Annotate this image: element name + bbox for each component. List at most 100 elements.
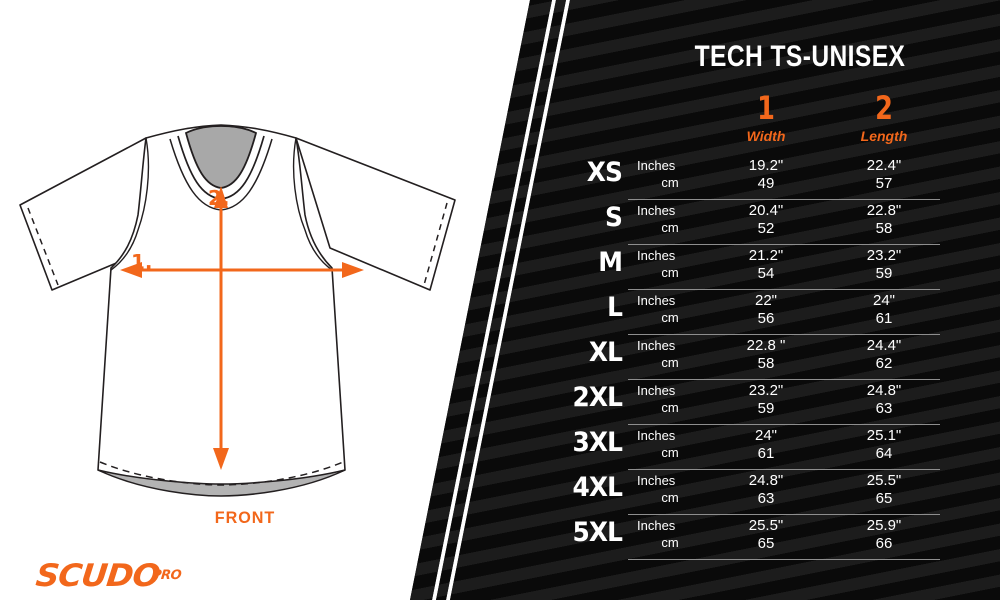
unit-cm-label: cm — [661, 490, 679, 505]
width-cm-value: 63 — [757, 490, 775, 507]
unit-inches-label: Inches — [637, 428, 676, 443]
width-inches-value: 19.2" — [748, 157, 784, 174]
length-inches-value: 25.5" — [866, 472, 902, 489]
width-inches-value: 24.8" — [748, 472, 784, 489]
unit-inches-label: Inches — [637, 158, 676, 173]
length-inches-value: 22.8" — [866, 202, 902, 219]
width-inches-value: 24" — [754, 427, 777, 444]
column-caption-width: Width — [746, 128, 786, 144]
table-row: XL Inches cm 22.8 " 58 24.4" 62 — [540, 335, 940, 380]
row-separator — [628, 199, 940, 200]
row-separator — [628, 469, 940, 470]
width-inches-value: 22" — [754, 292, 777, 309]
size-table: XS Inches cm 19.2" 49 22.4" 57 S Inches cm 20.4" 52… — [540, 155, 940, 560]
unit-cm-label: cm — [661, 265, 679, 280]
dimension-1-label: 1. — [131, 250, 153, 274]
width-cm-value: 61 — [757, 445, 775, 462]
length-inches-value: 23.2" — [866, 247, 902, 264]
table-row: XS Inches cm 19.2" 49 22.4" 57 — [540, 155, 940, 200]
length-inches-value: 22.4" — [866, 157, 902, 174]
size-label: 4XL — [572, 472, 622, 503]
length-arrow — [213, 186, 229, 470]
unit-inches-label: Inches — [637, 383, 676, 398]
row-separator — [628, 244, 940, 245]
length-cm-value: 61 — [875, 310, 893, 327]
front-view-label: FRONT — [214, 508, 276, 527]
size-label: S — [605, 202, 623, 233]
table-row: S Inches cm 20.4" 52 22.8" 58 — [540, 200, 940, 245]
raglan-seam-left — [110, 137, 150, 271]
unit-inches-label: Inches — [637, 473, 676, 488]
width-cm-value: 65 — [757, 535, 775, 552]
shirt-diagram: 1. 2. FRONT — [19, 124, 456, 527]
row-separator — [628, 424, 940, 425]
table-row: 5XL Inches cm 25.5" 65 25.9" 66 — [540, 515, 940, 560]
length-cm-value: 62 — [875, 355, 893, 372]
brand-logo: SCUDOPRO — [34, 558, 183, 594]
width-cm-value: 59 — [757, 400, 775, 417]
unit-cm-label: cm — [661, 175, 679, 190]
row-separator — [628, 559, 940, 560]
size-label: L — [607, 292, 623, 323]
dimension-2-label: 2. — [208, 186, 230, 210]
table-row: 2XL Inches cm 23.2" 59 24.8" 63 — [540, 380, 940, 425]
unit-inches-label: Inches — [637, 203, 676, 218]
raglan-seam-right — [292, 137, 333, 271]
unit-cm-label: cm — [661, 310, 679, 325]
row-separator — [628, 334, 940, 335]
right-sleeve — [295, 137, 456, 291]
row-separator — [628, 379, 940, 380]
length-inches-value: 24.8" — [866, 382, 902, 399]
row-separator — [628, 289, 940, 290]
table-row: M Inches cm 21.2" 54 23.2" 59 — [540, 245, 940, 290]
right-cuff-stitch — [423, 202, 448, 286]
column-number-2: 2 — [875, 89, 893, 127]
size-label: M — [598, 247, 623, 278]
brand-suffix: PRO — [151, 568, 183, 583]
unit-cm-label: cm — [661, 400, 679, 415]
width-inches-value: 21.2" — [748, 247, 784, 264]
column-caption-length: Length — [860, 128, 908, 144]
length-cm-value: 63 — [875, 400, 893, 417]
width-cm-value: 54 — [757, 265, 775, 282]
shirt-svg — [19, 124, 456, 497]
width-cm-value: 56 — [757, 310, 775, 327]
length-cm-value: 66 — [875, 535, 893, 552]
width-inches-value: 20.4" — [748, 202, 784, 219]
page-title: TECH TS-UNISEX — [694, 40, 906, 73]
length-inches-value: 24.4" — [866, 337, 902, 354]
unit-inches-label: Inches — [637, 338, 676, 353]
unit-inches-label: Inches — [637, 518, 676, 533]
unit-inches-label: Inches — [637, 293, 676, 308]
width-arrow — [120, 262, 364, 278]
unit-cm-label: cm — [661, 535, 679, 550]
length-cm-value: 58 — [875, 220, 893, 237]
length-cm-value: 64 — [875, 445, 893, 462]
table-row: 4XL Inches cm 24.8" 63 25.5" 65 — [540, 470, 940, 515]
width-inches-value: 25.5" — [748, 517, 784, 534]
length-cm-value: 59 — [875, 265, 893, 282]
row-separator — [628, 514, 940, 515]
width-cm-value: 49 — [757, 175, 775, 192]
size-label: 3XL — [572, 427, 622, 458]
length-inches-value: 25.9" — [866, 517, 902, 534]
width-cm-value: 52 — [757, 220, 775, 237]
width-inches-value: 22.8 " — [746, 337, 786, 354]
length-inches-value: 25.1" — [866, 427, 902, 444]
size-label: XL — [588, 337, 623, 368]
table-row: L Inches cm 22" 56 24" 61 — [540, 290, 940, 335]
neck-opening — [184, 125, 258, 189]
length-cm-value: 65 — [875, 490, 893, 507]
unit-cm-label: cm — [661, 220, 679, 235]
left-cuff-stitch — [27, 207, 59, 286]
width-inches-value: 23.2" — [748, 382, 784, 399]
hem-band — [97, 469, 346, 497]
length-cm-value: 57 — [875, 175, 893, 192]
width-cm-value: 58 — [757, 355, 775, 372]
hem-stitch — [99, 461, 344, 486]
column-number-1: 1 — [757, 89, 775, 127]
unit-cm-label: cm — [661, 355, 679, 370]
unit-inches-label: Inches — [637, 248, 676, 263]
